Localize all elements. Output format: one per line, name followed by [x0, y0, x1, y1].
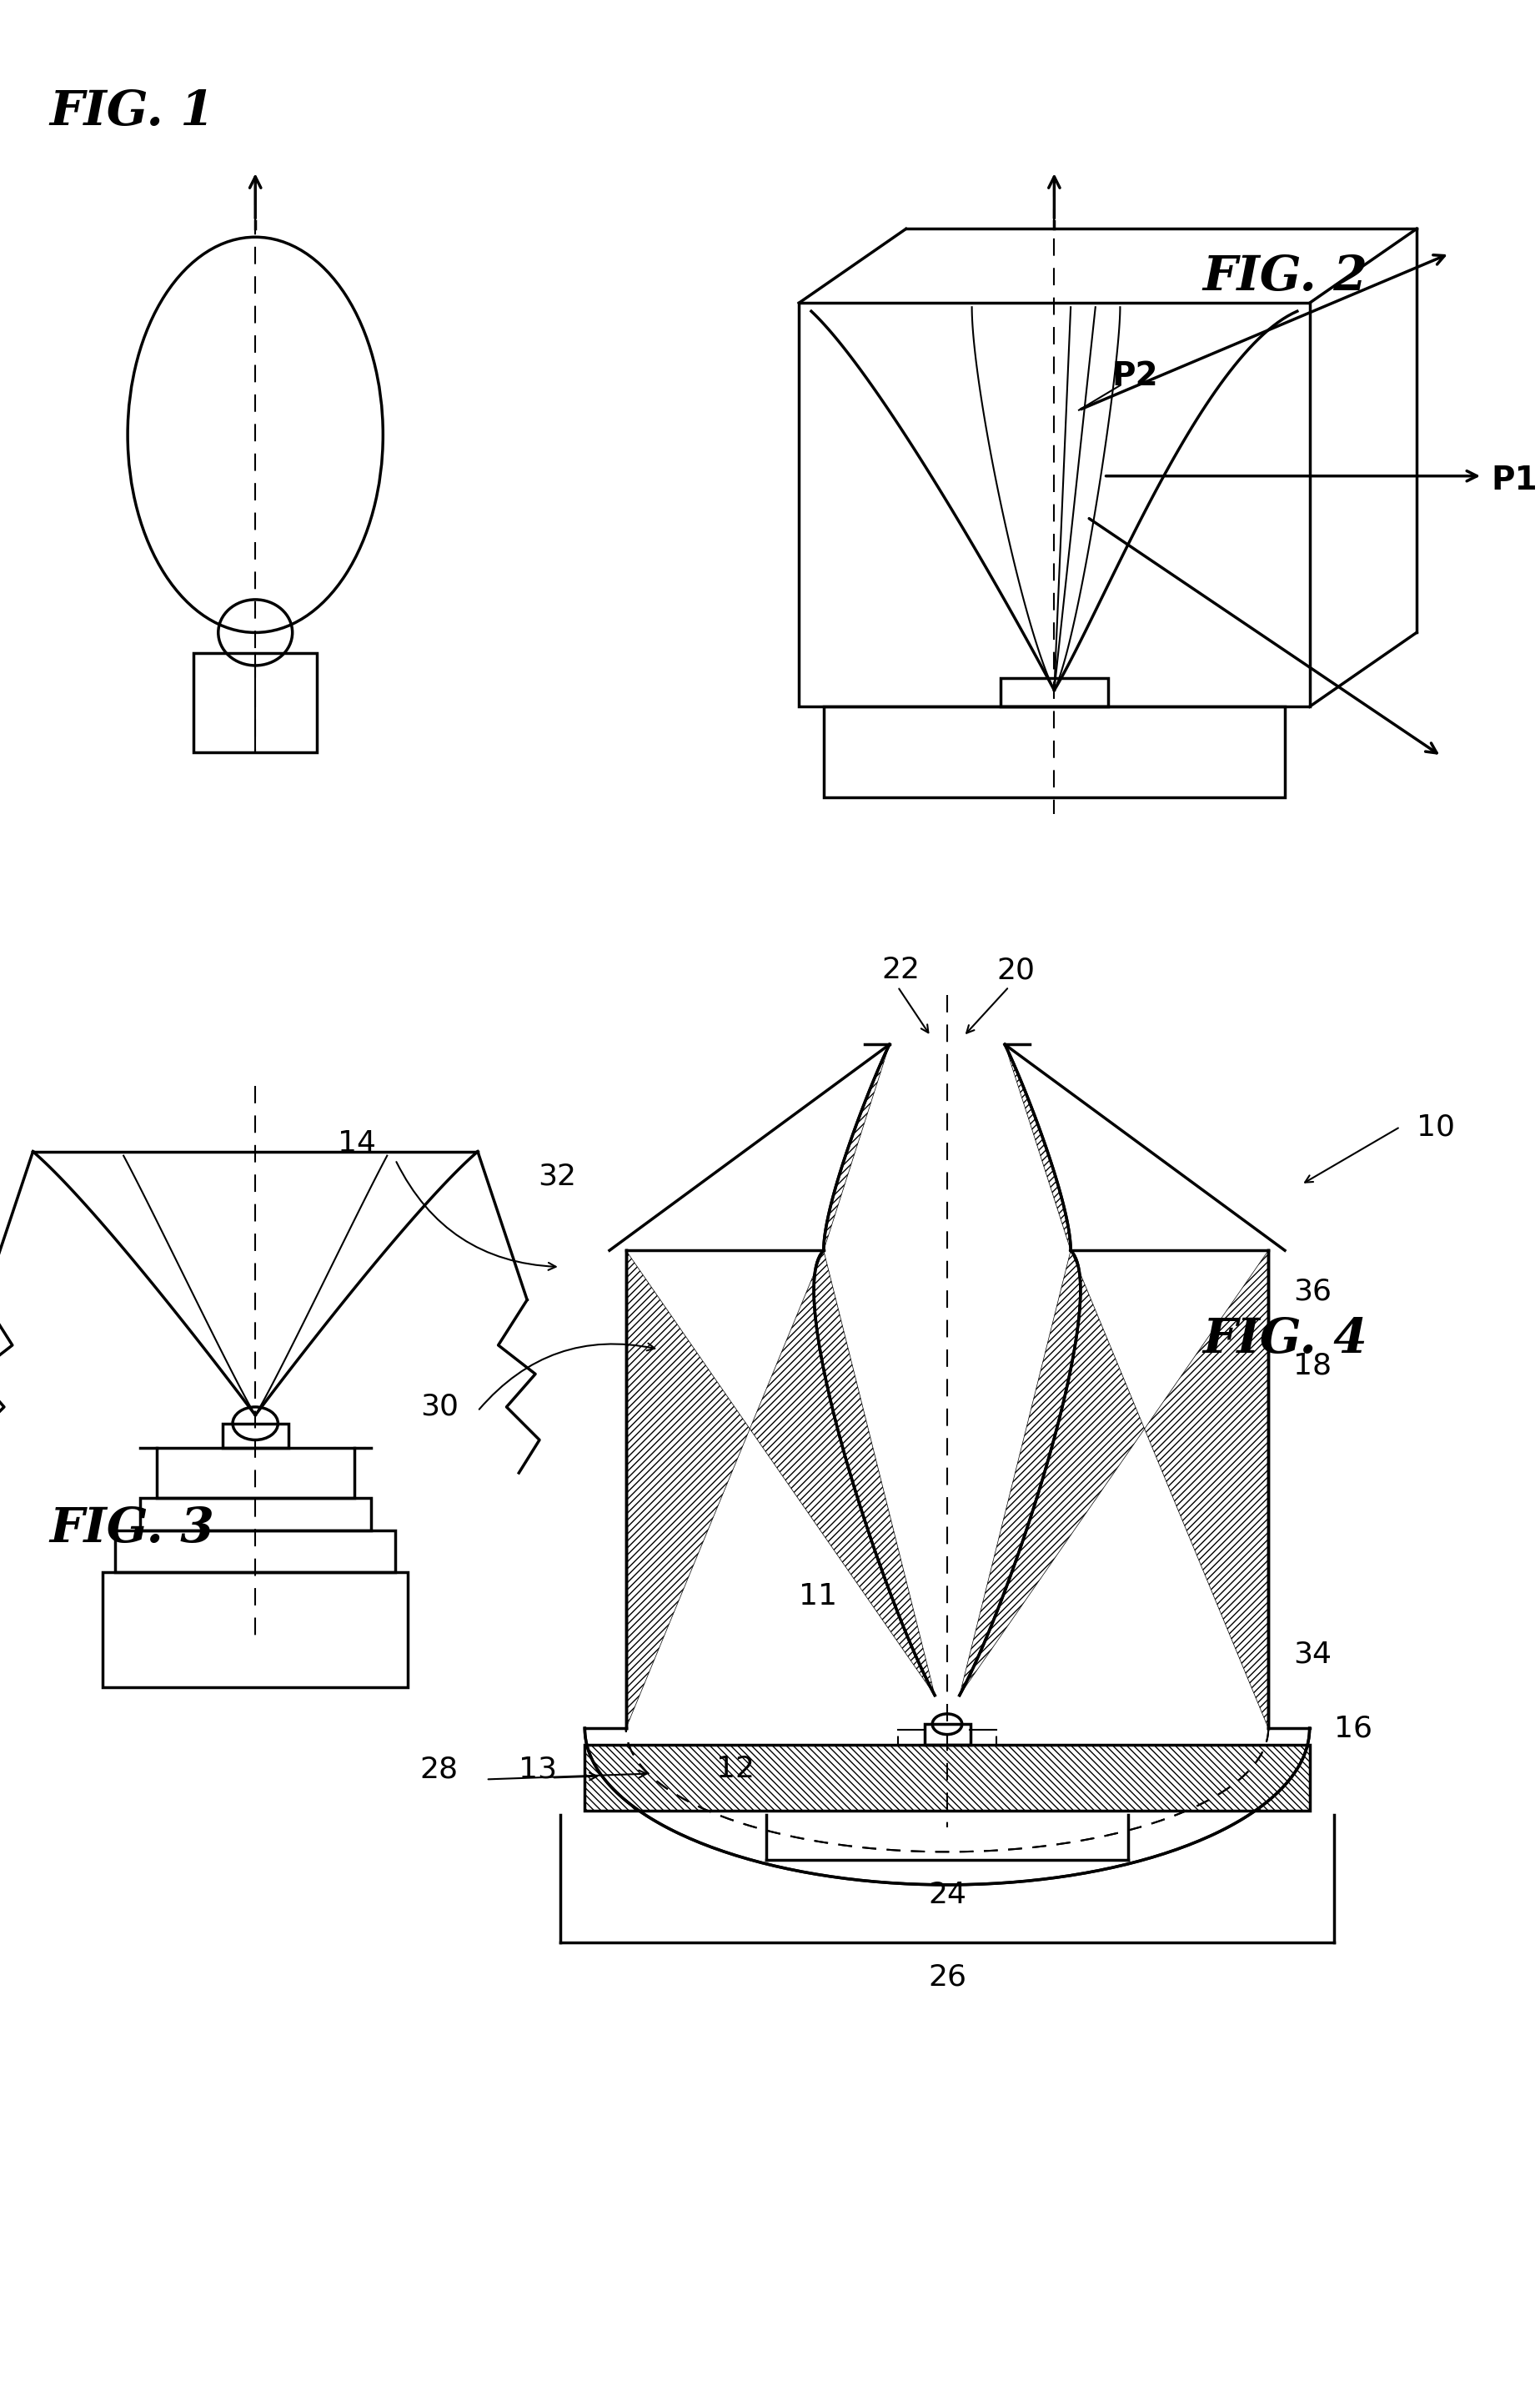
- Text: 28: 28: [420, 1756, 459, 1785]
- Polygon shape: [959, 1251, 1269, 1729]
- Text: 14: 14: [337, 1129, 376, 1158]
- Text: P2: P2: [1112, 360, 1158, 392]
- Text: FIG. 2: FIG. 2: [1203, 255, 1368, 300]
- Text: 13: 13: [519, 1756, 557, 1785]
- Text: 30: 30: [420, 1393, 459, 1422]
- Text: 24: 24: [929, 1881, 966, 1910]
- Text: FIG. 4: FIG. 4: [1203, 1316, 1368, 1364]
- Polygon shape: [959, 1045, 1081, 1696]
- Bar: [116, 1530, 396, 1571]
- Bar: [1001, 677, 1107, 706]
- Text: 22: 22: [881, 956, 919, 985]
- Text: 18: 18: [1294, 1352, 1332, 1379]
- Text: 26: 26: [929, 1962, 966, 1991]
- Polygon shape: [813, 1045, 935, 1696]
- Polygon shape: [585, 1744, 1309, 1811]
- Text: 20: 20: [996, 956, 1035, 985]
- Text: 12: 12: [716, 1756, 755, 1785]
- Text: FIG. 1: FIG. 1: [49, 89, 214, 137]
- Text: 11: 11: [799, 1583, 838, 1609]
- Text: 16: 16: [1334, 1715, 1372, 1741]
- Bar: [926, 1725, 970, 1744]
- Polygon shape: [585, 1729, 1309, 1886]
- Bar: [799, 303, 1309, 706]
- Polygon shape: [625, 1251, 935, 1729]
- Text: P1: P1: [1491, 464, 1537, 495]
- Text: 32: 32: [537, 1163, 576, 1191]
- Bar: [103, 1571, 408, 1686]
- Bar: [194, 653, 317, 752]
- Text: 10: 10: [1417, 1112, 1455, 1141]
- Text: 36: 36: [1294, 1278, 1332, 1307]
- Bar: [157, 1448, 354, 1496]
- Bar: [140, 1496, 371, 1530]
- Bar: [824, 706, 1284, 797]
- Bar: [222, 1424, 288, 1448]
- Text: 34: 34: [1294, 1641, 1332, 1669]
- Text: FIG. 3: FIG. 3: [49, 1506, 214, 1554]
